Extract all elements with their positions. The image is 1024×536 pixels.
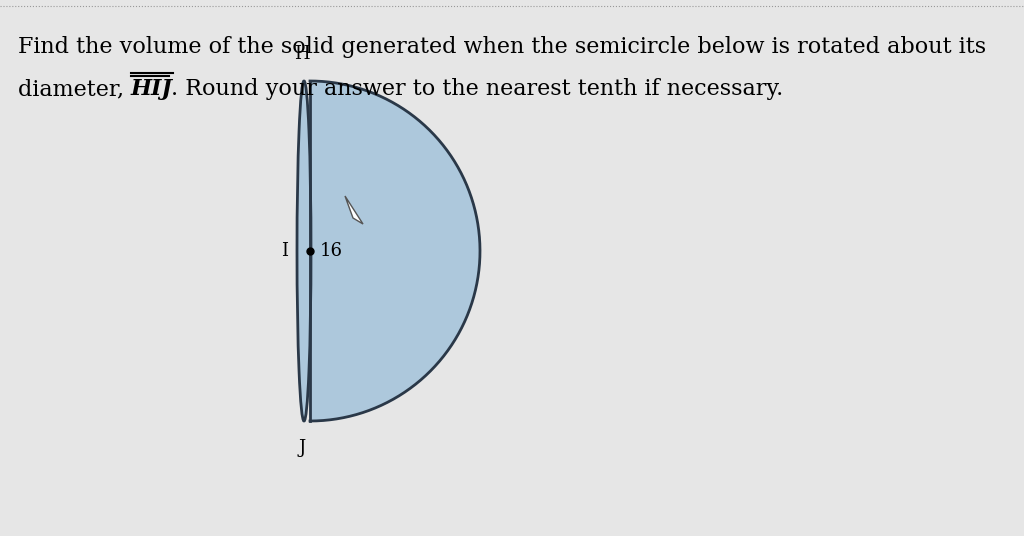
Text: I: I bbox=[281, 242, 288, 260]
Text: diameter,: diameter, bbox=[18, 78, 131, 100]
Polygon shape bbox=[310, 81, 480, 421]
Text: HIJ: HIJ bbox=[131, 78, 173, 100]
Text: Find the volume of the solid generated when the semicircle below is rotated abou: Find the volume of the solid generated w… bbox=[18, 36, 986, 58]
Polygon shape bbox=[345, 196, 362, 224]
Text: . Round your answer to the nearest tenth if necessary.: . Round your answer to the nearest tenth… bbox=[171, 78, 783, 100]
Ellipse shape bbox=[297, 81, 311, 421]
Text: J: J bbox=[298, 439, 305, 457]
Text: 16: 16 bbox=[319, 242, 343, 260]
Text: H: H bbox=[294, 45, 310, 63]
